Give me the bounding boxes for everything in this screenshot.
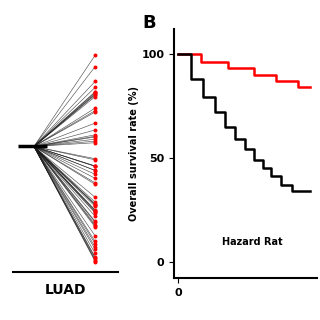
Point: [92, 53, 98, 58]
Point: [92, 164, 98, 169]
Point: [92, 168, 98, 173]
Text: B: B: [143, 14, 156, 32]
Point: [92, 92, 98, 98]
Point: [92, 225, 98, 230]
Point: [92, 219, 98, 224]
Point: [92, 223, 98, 228]
Point: [92, 132, 98, 137]
Point: [92, 89, 98, 94]
Point: [92, 208, 98, 213]
Point: [92, 156, 98, 161]
Point: [92, 157, 98, 163]
Point: [92, 94, 98, 99]
Point: [92, 201, 98, 206]
Point: [92, 134, 98, 139]
Point: [92, 91, 98, 96]
Point: [92, 207, 98, 212]
Text: Hazard Rat: Hazard Rat: [222, 237, 283, 247]
Point: [92, 140, 98, 145]
Point: [92, 200, 98, 205]
Point: [92, 203, 98, 208]
Point: [92, 208, 98, 213]
Point: [92, 79, 98, 84]
Point: [92, 257, 98, 262]
Point: [92, 220, 98, 225]
Point: [92, 90, 98, 95]
Point: [92, 139, 98, 144]
Point: [92, 251, 98, 256]
Point: [92, 172, 98, 177]
Point: [92, 176, 98, 181]
Point: [92, 195, 98, 200]
Point: [92, 244, 98, 250]
Point: [92, 127, 98, 132]
Point: [92, 247, 98, 252]
Point: [92, 210, 98, 215]
Point: [92, 182, 98, 187]
Point: [92, 180, 98, 185]
Point: [92, 108, 98, 113]
Point: [92, 109, 98, 115]
Point: [92, 85, 98, 90]
Point: [92, 121, 98, 126]
Point: [92, 241, 98, 246]
Point: [92, 164, 98, 169]
Point: [92, 164, 98, 169]
Y-axis label: Overall survival rate (%): Overall survival rate (%): [129, 86, 139, 221]
Point: [92, 64, 98, 69]
Point: [92, 211, 98, 216]
Point: [92, 255, 98, 260]
Point: [92, 255, 98, 260]
Point: [92, 92, 98, 97]
Point: [92, 259, 98, 264]
Point: [92, 214, 98, 219]
Point: [92, 233, 98, 238]
Point: [92, 239, 98, 244]
X-axis label: LUAD: LUAD: [45, 283, 86, 297]
Point: [92, 202, 98, 207]
Point: [92, 258, 98, 263]
Point: [92, 106, 98, 111]
Point: [92, 204, 98, 209]
Point: [92, 134, 98, 140]
Point: [92, 168, 98, 173]
Point: [92, 222, 98, 227]
Point: [92, 137, 98, 142]
